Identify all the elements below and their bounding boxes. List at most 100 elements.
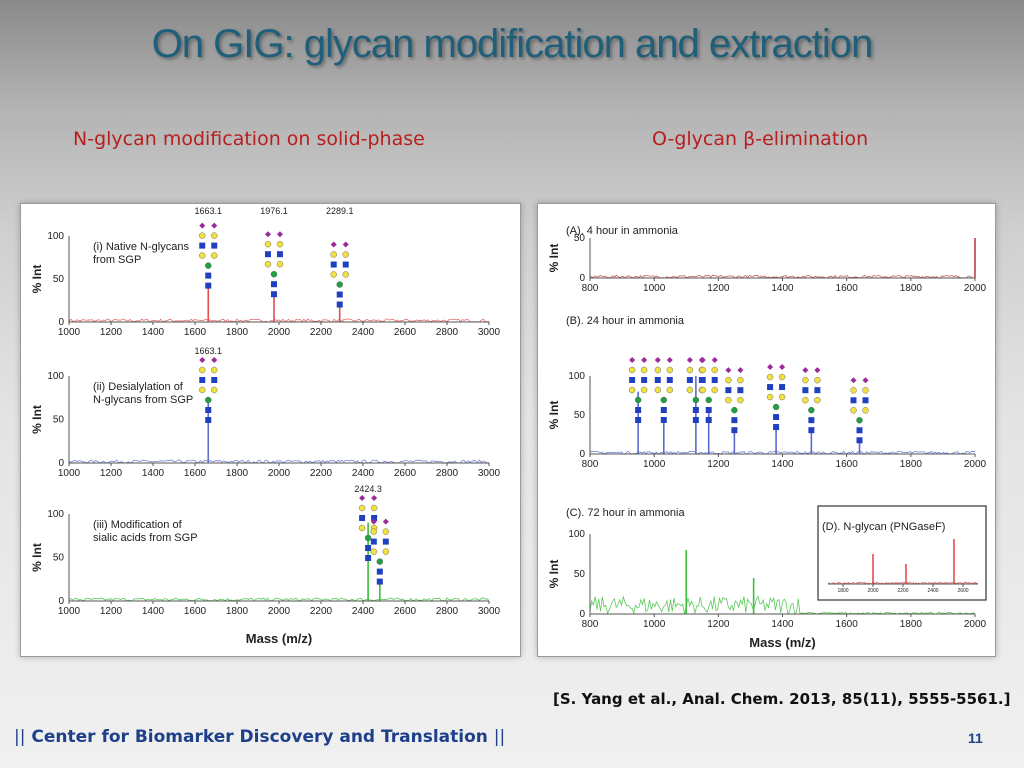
- glycan-structure-icon: [766, 364, 786, 431]
- glycan-structure-icon: [370, 518, 389, 585]
- footer-text: Center for Biomarker Discovery and Trans…: [31, 727, 488, 747]
- y-tick-label-iii-2: 100: [47, 509, 64, 520]
- noise-i: [68, 318, 490, 323]
- y-tick-label-i-1: 50: [53, 274, 65, 285]
- x-tick-label-B-0: 800: [582, 459, 599, 470]
- glycan-structure-icon: [802, 367, 821, 434]
- spectrum-ii: (ii) Desialylation ofN-glycans from SGP 1…: [30, 346, 501, 479]
- x-tick-label-i-1: 1200: [100, 327, 123, 338]
- x-tick-label-i-6: 2200: [310, 327, 333, 338]
- right-figure-panel: (A). 4 hour in ammonia 800 1000 1200 1400 160…: [537, 203, 996, 657]
- y-axis-label-B: % Int: [547, 401, 561, 430]
- annotation-iii-0: (iii) Modification of: [93, 519, 183, 531]
- x-tick-label-D-4: 2600: [957, 588, 968, 594]
- noise-iii: [68, 597, 490, 602]
- subtitle-right-prefix: O-glycan: [652, 128, 744, 150]
- noise-B: [589, 450, 976, 455]
- beta-symbol: β: [743, 128, 756, 150]
- x-tick-label-A-5: 1800: [900, 283, 923, 294]
- noise-D: [827, 581, 979, 585]
- x-tick-label-i-0: 1000: [58, 327, 81, 338]
- annotation-C-0: (C). 72 hour in ammonia: [566, 507, 685, 519]
- y-tick-label-ii-2: 100: [47, 371, 64, 382]
- page-number: 11: [968, 730, 983, 746]
- x-tick-label-iii-7: 2400: [352, 606, 375, 617]
- y-tick-label-C-2: 100: [568, 529, 585, 540]
- x-tick-label-i-10: 3000: [478, 327, 501, 338]
- peak-label-ii-0: 1663.1: [194, 346, 222, 356]
- spectrum-A: (A). 4 hour in ammonia 800 1000 1200 1400 160…: [547, 225, 987, 294]
- x-tick-label-iii-10: 3000: [478, 606, 501, 617]
- peak-label-i-2: 2289.1: [326, 206, 354, 216]
- x-tick-label-ii-3: 1600: [184, 468, 207, 479]
- y-axis-label-iii: % Int: [30, 543, 44, 572]
- glycan-structure-icon: [699, 357, 718, 423]
- glycan-structure-icon: [628, 357, 648, 423]
- glycan-structure-icon: [725, 367, 744, 434]
- peak-label-iii-0: 2424.3: [354, 484, 382, 494]
- x-tick-label-A-0: 800: [582, 283, 599, 294]
- x-tick-label-A-2: 1200: [707, 283, 730, 294]
- x-tick-label-iii-5: 2000: [268, 606, 291, 617]
- annotation-ii-0: (ii) Desialylation of: [93, 381, 184, 393]
- x-tick-label-D-3: 2400: [927, 588, 938, 594]
- x-tick-label-i-7: 2400: [352, 327, 375, 338]
- x-tick-label-ii-7: 2400: [352, 468, 375, 479]
- x-tick-label-C-1: 1000: [643, 619, 666, 630]
- y-tick-label-C-0: 0: [579, 609, 585, 620]
- x-tick-label-iii-8: 2600: [394, 606, 417, 617]
- x-tick-label-A-1: 1000: [643, 283, 666, 294]
- y-tick-label-i-2: 100: [47, 231, 64, 242]
- x-tick-label-ii-0: 1000: [58, 468, 81, 479]
- y-tick-label-iii-1: 50: [53, 553, 65, 564]
- y-tick-label-C-1: 50: [574, 569, 586, 580]
- annotation-A-0: (A). 4 hour in ammonia: [566, 225, 679, 237]
- y-tick-label-B-0: 0: [579, 449, 585, 460]
- x-tick-label-B-6: 2000: [964, 459, 987, 470]
- annotation-iii-1: sialic acids from SGP: [93, 532, 198, 544]
- annotation-B-0: (B). 24 hour in ammonia: [566, 315, 685, 327]
- x-tick-label-iii-9: 2800: [436, 606, 459, 617]
- glycan-structure-icon: [199, 222, 218, 289]
- y-tick-label-B-2: 100: [568, 371, 585, 382]
- subtitle-right: O-glycan β-elimination: [652, 128, 868, 150]
- inset-box-D: [817, 505, 987, 601]
- spectrum-D: (D). N-glycan (PNGaseF) 1800 2000 2200 2400 2…: [817, 505, 987, 601]
- x-tick-label-B-3: 1400: [771, 459, 794, 470]
- x-tick-label-iii-1: 1200: [100, 606, 123, 617]
- annotation-ii-1: N-glycans from SGP: [93, 394, 193, 406]
- left-figure-panel: (i) Native N-glycans from SGP 1663.1 1976.1…: [20, 203, 521, 657]
- x-tick-label-ii-8: 2600: [394, 468, 417, 479]
- peak-label-i-0: 1663.1: [194, 206, 222, 216]
- x-tick-label-iii-2: 1400: [142, 606, 165, 617]
- x-tick-label-ii-2: 1400: [142, 468, 165, 479]
- subtitle-left: N-glycan modification on solid-phase: [73, 128, 425, 150]
- x-tick-label-ii-5: 2000: [268, 468, 291, 479]
- x-tick-label-i-2: 1400: [142, 327, 165, 338]
- x-tick-label-D-0: 1800: [837, 588, 848, 594]
- y-tick-label-i-0: 0: [58, 317, 64, 328]
- x-tick-label-i-9: 2800: [436, 327, 459, 338]
- y-axis-label-A: % Int: [547, 244, 561, 273]
- y-tick-label-iii-0: 0: [58, 596, 64, 607]
- noise-C: [589, 595, 976, 615]
- subtitle-right-suffix: -elimination: [755, 128, 869, 150]
- x-tick-label-iii-0: 1000: [58, 606, 81, 617]
- x-tick-label-i-4: 1800: [226, 327, 249, 338]
- y-tick-label-B-1: 50: [574, 410, 586, 421]
- y-tick-label-A-0: 0: [579, 273, 585, 284]
- citation: [S. Yang et al., Anal. Chem. 2013, 85(11…: [553, 690, 1011, 708]
- x-tick-label-C-6: 2000: [964, 619, 987, 630]
- glycan-structure-icon: [264, 231, 284, 298]
- x-tick-label-ii-1: 1200: [100, 468, 123, 479]
- x-tick-label-B-4: 1600: [836, 459, 859, 470]
- x-tick-label-C-4: 1600: [836, 619, 859, 630]
- y-axis-label-ii: % Int: [30, 405, 44, 434]
- x-tick-label-B-2: 1200: [707, 459, 730, 470]
- footer-bar-right: ||: [493, 727, 506, 747]
- x-tick-label-iii-4: 1800: [226, 606, 249, 617]
- footer-bar-left: ||: [14, 727, 26, 747]
